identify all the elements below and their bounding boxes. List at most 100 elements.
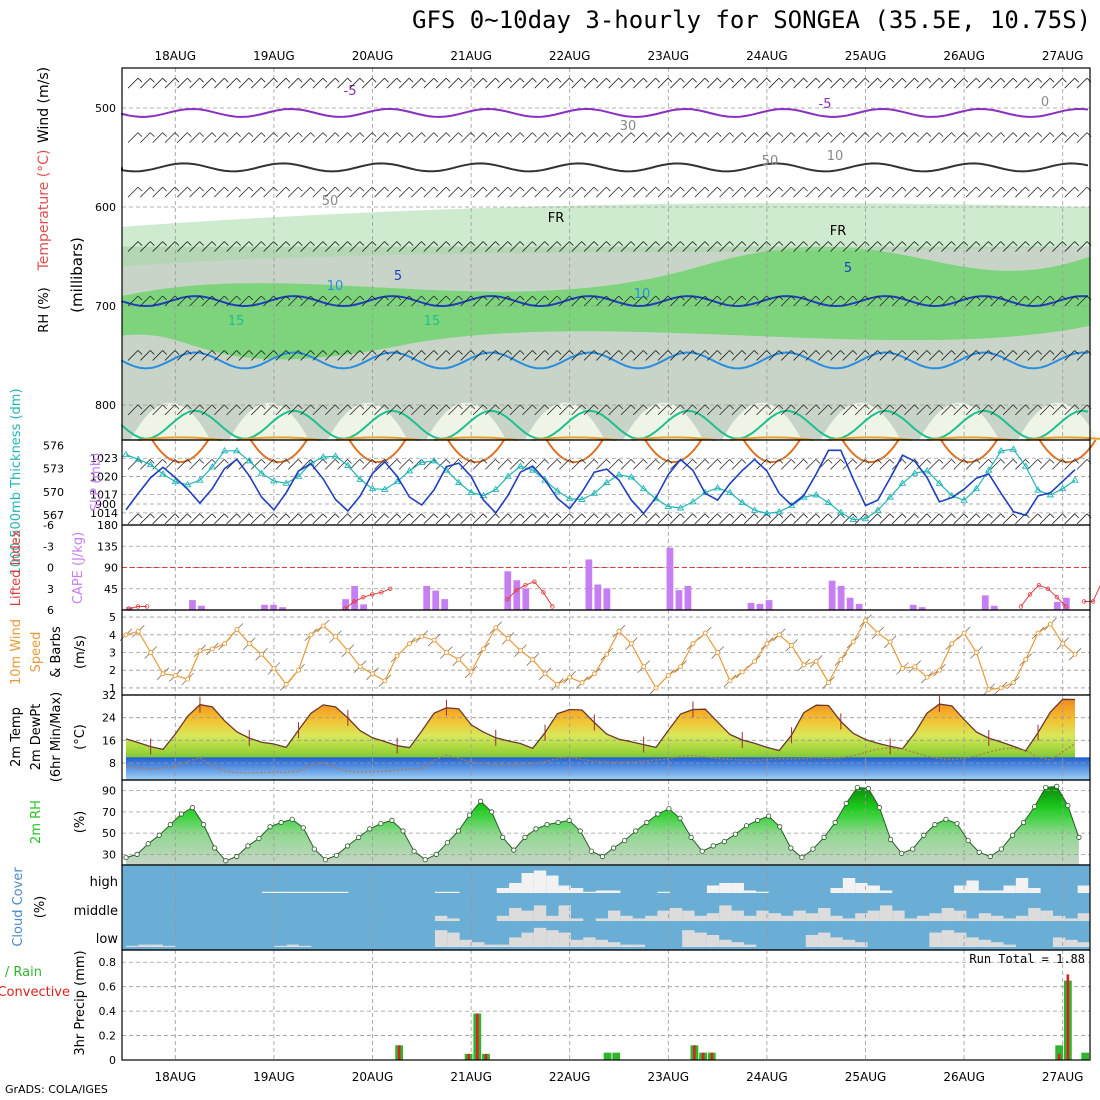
wind-barb (719, 241, 730, 252)
wind-barb (361, 186, 373, 198)
wind-barb (879, 459, 891, 470)
temp-line (125, 698, 1076, 752)
wind-barb (854, 132, 866, 143)
wind-barb-flag (445, 77, 451, 83)
wind-barb-flag (790, 513, 796, 519)
contour-label: 50 (322, 194, 339, 209)
cloud-cell (793, 910, 806, 921)
cloud-cell (1028, 888, 1041, 893)
wind-barb-flag (692, 350, 697, 355)
wind-barb (559, 77, 570, 89)
cloud-cell (1040, 910, 1053, 921)
wind-barb-flag (951, 350, 956, 355)
wind-barb (953, 404, 965, 416)
wind-barb-flag (963, 241, 969, 246)
wind-speed-marker (665, 673, 671, 678)
wind-barb (793, 459, 804, 470)
wind-barb (250, 459, 262, 470)
wind-barb-flag (519, 186, 525, 192)
wind-barb (423, 241, 435, 252)
wind-barb (768, 350, 780, 361)
wind-barb-flag (803, 241, 808, 246)
wind-barb (706, 459, 718, 470)
wind-barb-flag (692, 77, 697, 83)
wind-barb (460, 295, 472, 307)
thickness-marker (775, 507, 784, 515)
precip-convective-bar (701, 1052, 705, 1060)
wind-barb-flag (334, 295, 340, 301)
wind-barb-flag (569, 513, 574, 519)
thickness-marker (997, 446, 1005, 454)
rh-marker (189, 805, 196, 811)
wind-barb-flag (778, 295, 784, 301)
wind-barb (682, 77, 693, 89)
wind-barb-flag (889, 295, 895, 301)
wind-barb (411, 404, 422, 416)
wind-barb-flag (790, 132, 796, 137)
wind-barb (571, 241, 582, 252)
wind-barb (213, 350, 225, 361)
wind-barb (250, 295, 262, 307)
wind-barb (238, 132, 250, 143)
wind-barb (435, 513, 447, 525)
wind-barb (941, 513, 952, 525)
wind-barb (805, 513, 817, 525)
wind-barb-flag (187, 132, 192, 137)
wind-barb-flag (248, 513, 254, 519)
wind-barb-flag (150, 350, 155, 355)
wind-barb-flag (704, 404, 710, 410)
wind-barb (213, 513, 225, 525)
wind-barb (916, 77, 928, 89)
wind-barb-flag (729, 295, 734, 301)
wind-barb (731, 241, 743, 252)
cape-bar (504, 571, 512, 610)
wind-barb (324, 295, 336, 307)
wind-barb (694, 459, 706, 470)
thickness-marker (257, 469, 266, 476)
wind-barb-flag (704, 186, 710, 192)
wind-barb (965, 513, 977, 525)
wind-barb (472, 404, 484, 416)
wind-barb-flag (470, 241, 476, 246)
wind-barb-flag (790, 459, 796, 464)
cloud-cell (916, 915, 930, 921)
rh-marker (566, 817, 572, 823)
thickness-marker (627, 473, 636, 480)
wind-barb-flag (458, 77, 463, 83)
wind-barb (1027, 404, 1039, 416)
wind-barb-flag (384, 186, 389, 192)
wind-barb (1002, 350, 1014, 361)
wind-barb (620, 186, 632, 198)
cloud-cell (311, 891, 324, 893)
upper-label-wind: Wind (m/s) (36, 67, 52, 143)
wind-barb (731, 350, 743, 361)
wind-barb-flag (655, 459, 660, 464)
cape-bar (279, 607, 286, 610)
wind-barb-flag (445, 295, 451, 301)
wind-barb (719, 295, 730, 307)
wind-barb (324, 132, 336, 143)
wind-barb (657, 513, 669, 525)
rh-marker (1054, 783, 1060, 789)
wind-speed-marker (641, 664, 647, 670)
wind-barb-flag (704, 241, 710, 246)
cloud-cell (719, 939, 732, 947)
wind-barb (201, 295, 213, 307)
wind-barb (1039, 459, 1051, 470)
wind-barb-flag (914, 513, 919, 519)
wind-barb (435, 241, 447, 252)
wind-barb (891, 132, 903, 143)
wind-barb-flag (778, 77, 784, 83)
contour-20 (138, 436, 223, 441)
wind-barb-flag (396, 295, 402, 301)
wind-barb (953, 295, 965, 307)
wind-tick-label: 2 (109, 664, 116, 677)
wind-barb-flag (864, 132, 870, 137)
wind-barb (694, 513, 706, 525)
cloud-bg (122, 865, 1090, 950)
wind-barb (904, 295, 915, 307)
wind-barb-flag (938, 132, 944, 137)
wind-barb (374, 132, 385, 143)
wind-barb-flag (790, 295, 796, 301)
wind-barb-flag (273, 459, 278, 464)
